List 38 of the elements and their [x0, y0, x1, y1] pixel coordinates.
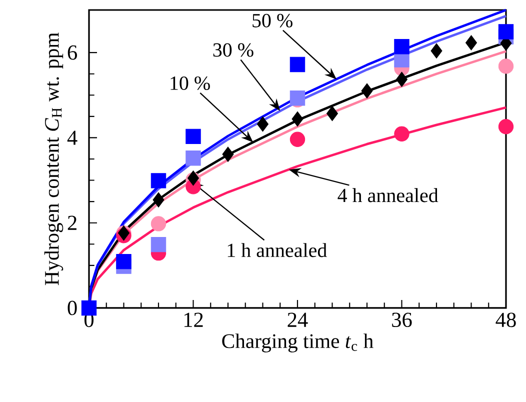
y-tick-label: 0 [68, 300, 77, 316]
point [186, 128, 201, 144]
annotation: 50 % [252, 14, 292, 28]
point [498, 119, 514, 134]
point [150, 236, 166, 252]
point [116, 254, 132, 270]
y-axis-title: Hydrogen content C$_{H}$ wt. ppm [44, 32, 64, 286]
point [150, 173, 166, 188]
point [498, 58, 514, 74]
point [498, 24, 514, 40]
point [394, 39, 410, 54]
annotation: 4 h annealed [338, 188, 438, 202]
point [256, 116, 269, 132]
point [222, 146, 234, 162]
x-axis-title: Charging time t$_{c}$ h [222, 334, 374, 352]
y-tick-label: 2 [68, 216, 76, 230]
annotation: 1 h annealed [228, 243, 327, 258]
point [150, 216, 166, 232]
point [81, 300, 97, 316]
x-tick-label: 36 [392, 312, 412, 328]
point [361, 83, 373, 98]
point [292, 111, 304, 127]
point [186, 150, 201, 166]
point [394, 126, 410, 142]
annotation: 10 % [170, 76, 210, 90]
x-tick-label: 24 [288, 312, 308, 327]
point [465, 35, 478, 50]
point [430, 43, 442, 58]
y-tick-label: 4 [67, 130, 78, 145]
annotation: 30 % [213, 43, 254, 57]
point [326, 106, 338, 122]
x-tick-label: 12 [184, 312, 203, 327]
y-tick-label: 6 [68, 45, 77, 60]
point [290, 132, 306, 148]
point [396, 72, 408, 87]
x-tick-label: 48 [496, 312, 516, 328]
point [152, 192, 164, 208]
point [290, 56, 306, 72]
